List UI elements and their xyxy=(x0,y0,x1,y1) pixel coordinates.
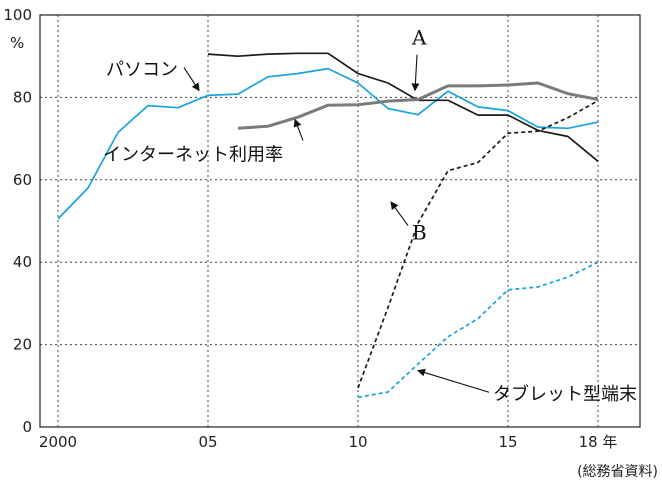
axes xyxy=(39,14,641,428)
source-note: (総務省資料) xyxy=(577,464,658,480)
series-lines xyxy=(57,52,599,399)
annotation-arrow xyxy=(390,201,409,226)
series-line xyxy=(357,261,599,399)
y-axis-unit: % xyxy=(10,34,24,52)
series-label: インターネット利用率 xyxy=(103,144,283,165)
y-tick-label: 0 xyxy=(22,418,32,436)
gridlines xyxy=(40,15,640,427)
series-line xyxy=(57,67,599,220)
series-label: パソコン xyxy=(106,60,178,81)
annotation-arrow xyxy=(417,368,490,393)
y-tick-label: 80 xyxy=(13,88,32,106)
series-line xyxy=(357,99,599,389)
series-line xyxy=(207,52,599,162)
x-tick-label: 15 xyxy=(498,433,517,451)
series-line xyxy=(237,81,599,130)
annotation-arrow xyxy=(183,67,200,92)
x-tick-label: 10 xyxy=(348,433,367,451)
y-tick-label: 100 xyxy=(3,6,32,24)
series-label: B xyxy=(412,221,427,245)
y-tick-label: 60 xyxy=(13,171,32,189)
tick-labels: 0 20 40 60 80 100 2000 05 10 15 18 年 xyxy=(3,6,617,451)
x-tick-label: 05 xyxy=(198,433,217,451)
y-tick-label: 20 xyxy=(13,336,32,354)
y-tick-label: 40 xyxy=(13,253,32,271)
series-label: タブレット型端末 xyxy=(493,383,637,405)
annotation-arrow xyxy=(411,54,420,92)
annotation-arrow xyxy=(293,118,304,141)
x-tick-label: 18 年 xyxy=(579,433,618,451)
x-tick-label: 2000 xyxy=(39,433,77,451)
plot-frame xyxy=(39,14,641,428)
series-label: A xyxy=(411,26,427,50)
